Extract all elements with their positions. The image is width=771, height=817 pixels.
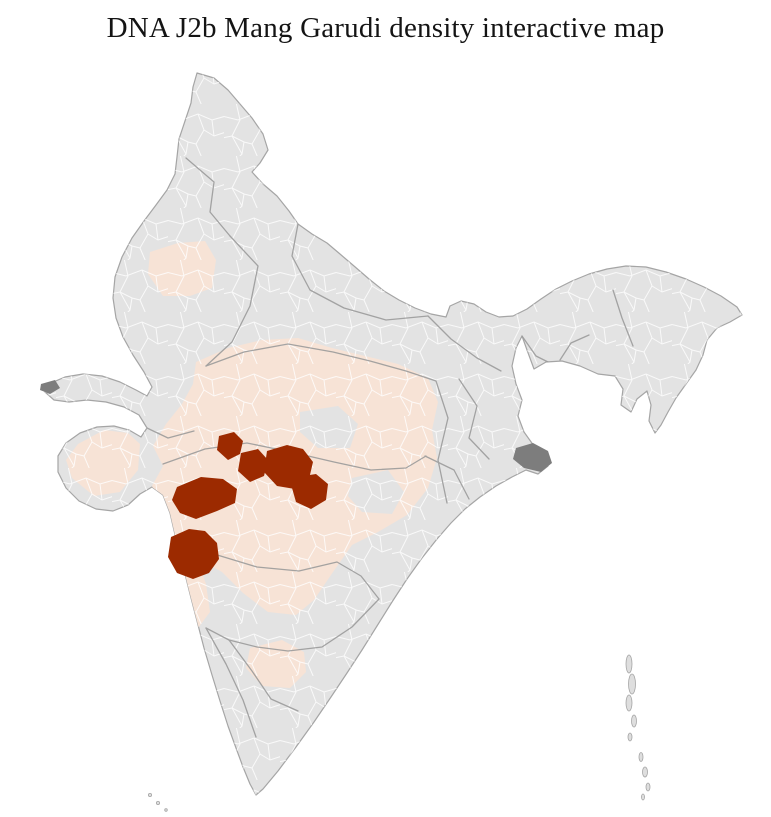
- state-border-line: [205, 343, 437, 382]
- island[interactable]: [641, 793, 645, 801]
- state-border-line: [424, 455, 470, 500]
- dark-region-layer: [40, 380, 552, 472]
- state-border-line: [427, 315, 502, 372]
- island[interactable]: [147, 793, 152, 798]
- andaman-nicobar-islands: [625, 654, 651, 801]
- island[interactable]: [638, 752, 644, 762]
- high-density-region[interactable]: [172, 477, 237, 519]
- island[interactable]: [625, 694, 633, 712]
- lakshadweep-islands: [147, 793, 168, 812]
- high-density-region[interactable]: [168, 529, 219, 579]
- island[interactable]: [631, 714, 637, 728]
- dark-region[interactable]: [40, 380, 60, 394]
- island[interactable]: [164, 808, 168, 812]
- state-border-line: [205, 627, 257, 738]
- island[interactable]: [627, 732, 633, 742]
- island[interactable]: [628, 673, 636, 695]
- state-border-line: [435, 380, 449, 504]
- state-border-line: [291, 223, 429, 321]
- high-density-region[interactable]: [217, 432, 243, 460]
- high-density-region[interactable]: [292, 474, 328, 509]
- state-border-line: [146, 427, 195, 439]
- state-border-line: [185, 157, 231, 237]
- island[interactable]: [642, 766, 648, 778]
- state-border-line: [458, 378, 490, 460]
- page-title: DNA J2b Mang Garudi density interactive …: [106, 12, 665, 44]
- state-border-line: [228, 639, 299, 712]
- state-border-line: [162, 442, 427, 471]
- state-borders: [146, 157, 634, 738]
- high-density-layer: [168, 432, 328, 579]
- island[interactable]: [155, 801, 160, 806]
- state-border-line: [205, 235, 259, 367]
- district-borders-overlay: [45, 73, 742, 795]
- island[interactable]: [625, 654, 633, 674]
- state-border-line: [612, 289, 634, 347]
- island[interactable]: [645, 782, 651, 792]
- high-density-region[interactable]: [238, 449, 268, 482]
- state-border-line: [521, 335, 549, 363]
- dark-region[interactable]: [513, 443, 552, 472]
- state-border-line: [559, 334, 590, 361]
